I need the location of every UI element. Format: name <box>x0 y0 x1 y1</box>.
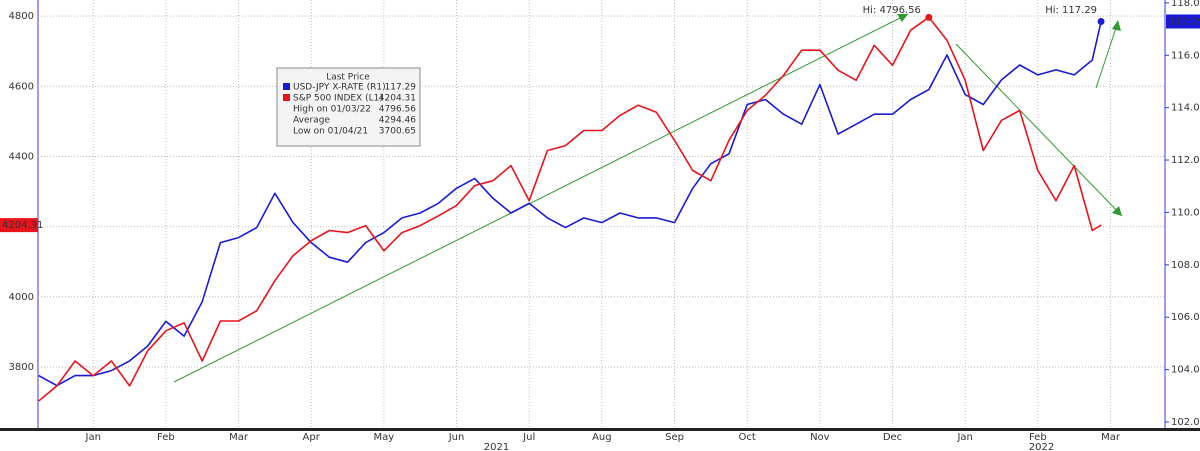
legend-value: 3700.65 <box>379 127 416 137</box>
legend-label: USD-JPY X-RATE (R1) <box>293 83 386 93</box>
legend-value: 4796.56 <box>379 105 416 115</box>
high-marker <box>1097 17 1105 25</box>
x-tick-label: Jun <box>448 432 465 443</box>
legend-label: Average <box>293 116 330 126</box>
y2-tick-label: 102.00 <box>1171 417 1200 428</box>
x-tick-label: Jul <box>522 432 535 443</box>
arrow-head <box>897 14 908 22</box>
plot <box>38 16 1102 402</box>
legend-label: S&P 500 INDEX (L1) <box>293 94 383 104</box>
legend-swatch <box>283 94 290 101</box>
legend-swatch <box>283 83 290 90</box>
x-tick-label: Mar <box>1101 432 1121 443</box>
y-tick-label: 4800 <box>9 11 34 22</box>
y2-tick-label: 116.00 <box>1171 50 1200 61</box>
x-tick-label: Aug <box>592 432 612 443</box>
last-price-label: 4204.31 <box>2 220 43 231</box>
y2-tick-label: 110.00 <box>1171 207 1200 218</box>
arrow-head <box>1112 20 1121 31</box>
x-tick-label: Dec <box>883 432 902 443</box>
legend-value: 4294.46 <box>379 116 416 126</box>
grid <box>0 0 1200 431</box>
series-line <box>38 16 1102 402</box>
y-tick-label: 4000 <box>9 292 34 303</box>
legend: Last Price USD-JPY X-RATE (R1) 117.29 S&… <box>276 67 421 147</box>
y2-tick-label: 104.00 <box>1171 365 1200 376</box>
x-tick-label: Oct <box>739 432 756 443</box>
x-tick-label: Apr <box>303 432 321 443</box>
legend-label: Low on 01/04/21 <box>293 127 368 137</box>
x-tick-label: May <box>374 432 395 443</box>
y2-tick-label: 108.00 <box>1171 260 1200 271</box>
y2-tick-label: 112.00 <box>1171 155 1200 166</box>
y-tick-label: 3800 <box>9 362 34 373</box>
y-tick-label: 4600 <box>9 81 34 92</box>
x-tick-label: Mar <box>229 432 249 443</box>
annotation: Hi: 117.29 <box>1045 5 1097 16</box>
x-tick-label: Jan <box>956 432 972 443</box>
legend-value: 117.29 <box>385 83 417 93</box>
trend-arrow <box>1095 21 1119 89</box>
x-axis-bar <box>0 428 1200 431</box>
trend-arrow <box>955 43 1123 217</box>
series-line <box>38 21 1102 387</box>
y2-tick-label: 118.00 <box>1171 0 1200 9</box>
last-price-box <box>0 218 38 233</box>
legend-label: High on 01/03/22 <box>293 105 371 115</box>
x-tick-label: Feb <box>1029 432 1047 443</box>
last-price-label: 117.29 <box>1169 16 1200 27</box>
x-tick-label: Sep <box>665 432 684 443</box>
y2-tick-label: 114.00 <box>1171 103 1200 114</box>
trend-arrow <box>173 13 909 383</box>
last-price-box <box>1166 14 1200 29</box>
y-tick-label: 4400 <box>9 151 34 162</box>
x-group-label: 2021 <box>484 442 509 451</box>
legend-title: Last Price <box>326 73 370 83</box>
high-marker <box>925 13 933 21</box>
annotation: Hi: 4796.56 <box>863 5 921 16</box>
y2-tick-label: 106.00 <box>1171 312 1200 323</box>
legend-box <box>276 67 421 147</box>
arrow-head <box>1112 206 1122 216</box>
legend-value: 4204.31 <box>379 94 416 104</box>
x-tick-label: Nov <box>810 432 830 443</box>
x-group-label: 2022 <box>1029 442 1054 451</box>
x-tick-label: Feb <box>157 432 175 443</box>
x-tick-label: Jan <box>85 432 101 443</box>
